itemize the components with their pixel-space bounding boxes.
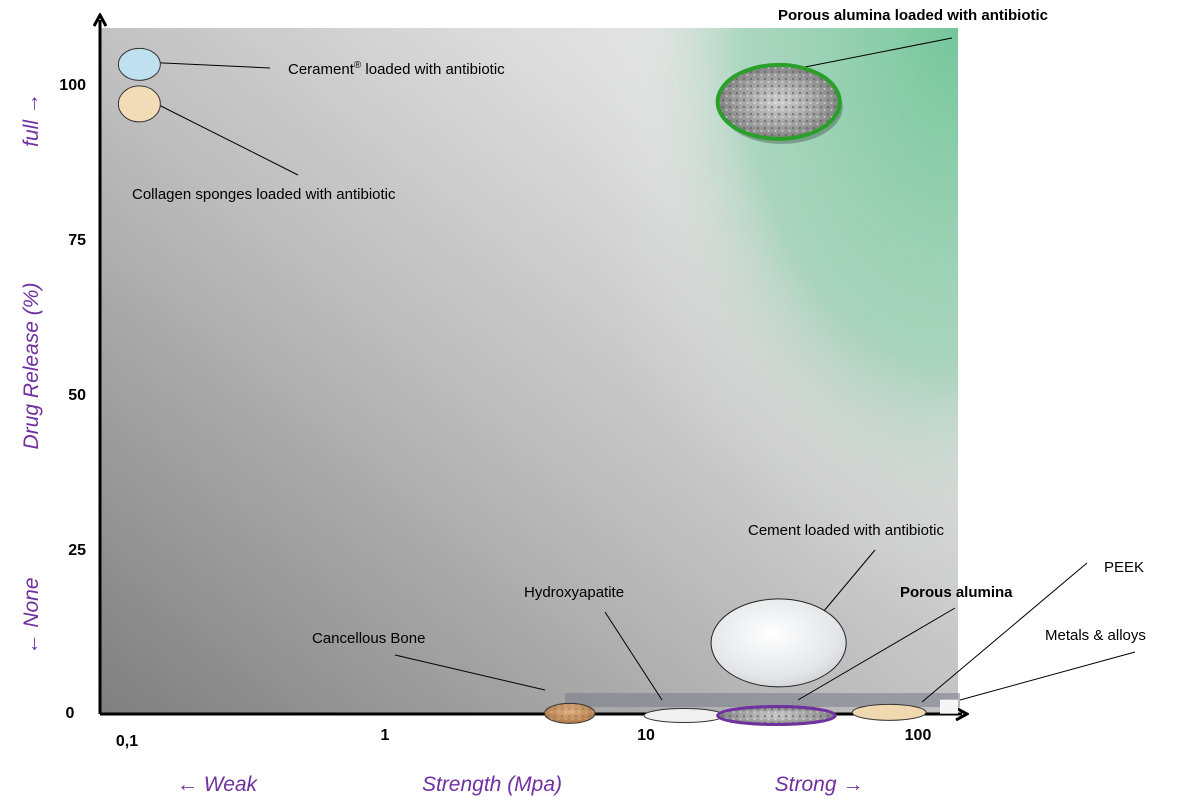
leader-metals: [959, 651, 1136, 701]
x-tick-labels: 0,1 1 10 100: [116, 727, 932, 750]
leader-hydroxyapatite: [604, 611, 663, 701]
marker-porous-alumina-antibiotic-ring: [715, 62, 842, 141]
label-cerament: Cerament® loaded with antibiotic: [288, 60, 505, 78]
x-tick-label: 0,1: [116, 733, 138, 750]
marker-cement: [710, 598, 847, 688]
x-tick-label: 10: [637, 727, 655, 744]
marker-porous-alumina-ring: [716, 705, 837, 727]
label-porous-alumina-antibiotic: Porous alumina loaded with antibiotic: [778, 7, 1048, 24]
y-tick-label: 50: [68, 387, 86, 404]
y-tick-label: 0: [66, 705, 75, 722]
label-cancellous-bone: Cancellous Bone: [312, 630, 425, 647]
y-axis-title-group: ← None Drug Release (%) full →: [20, 93, 43, 654]
marker-cerament: [117, 47, 161, 81]
x-tick-label: 1: [381, 727, 390, 744]
material-labels: Cerament® loaded with antibiotic Collage…: [132, 7, 1146, 647]
label-peek: PEEK: [1104, 559, 1144, 576]
y-axis-title: Drug Release (%): [20, 283, 43, 450]
marker-metals-alloys: [940, 699, 958, 714]
y-tick-labels: 100 75 50 25 0: [59, 77, 86, 722]
label-collagen: Collagen sponges loaded with antibiotic: [132, 186, 396, 203]
material-markers: [117, 47, 958, 727]
baseline-strip: [565, 693, 960, 707]
marker-collagen: [117, 85, 161, 123]
y-axis-none-label: ← None: [20, 577, 43, 654]
y-tick-label: 25: [68, 542, 86, 559]
leader-peek: [921, 562, 1088, 703]
leader-porous-alumina-antibiotic: [799, 37, 953, 69]
label-metals-alloys: Metals & alloys: [1045, 627, 1146, 644]
leader-cancellous-bone: [394, 654, 546, 691]
y-axis-full-label: full →: [20, 93, 43, 147]
leader-porous-alumina: [797, 607, 956, 701]
label-cement: Cement loaded with antibiotic: [748, 522, 944, 539]
y-tick-label: 75: [68, 232, 86, 249]
x-tick-label: 100: [905, 727, 932, 744]
marker-cancellous-bone-texture: [544, 703, 595, 724]
marker-hydroxyapatite: [643, 708, 725, 724]
marker-peek: [851, 703, 927, 721]
label-porous-alumina: Porous alumina: [900, 584, 1013, 601]
label-hydroxyapatite: Hydroxyapatite: [524, 584, 624, 601]
x-axis-title-group: ← Weak Strength (Mpa) Strong →: [177, 773, 863, 796]
leader-cerament: [141, 61, 271, 69]
y-tick-label: 100: [59, 77, 86, 94]
marker-porous-alumina-antibiotic-texture: [717, 64, 840, 139]
marker-porous-alumina-texture: [717, 706, 836, 725]
x-axis-title: Strength (Mpa): [422, 773, 562, 796]
leader-collagen: [144, 97, 299, 176]
x-axis-strong-label: Strong →: [775, 773, 864, 796]
leader-lines: [141, 37, 1136, 703]
x-axis-weak-label: ← Weak: [177, 773, 259, 796]
high-strength-high-release-zone: [520, 28, 958, 714]
